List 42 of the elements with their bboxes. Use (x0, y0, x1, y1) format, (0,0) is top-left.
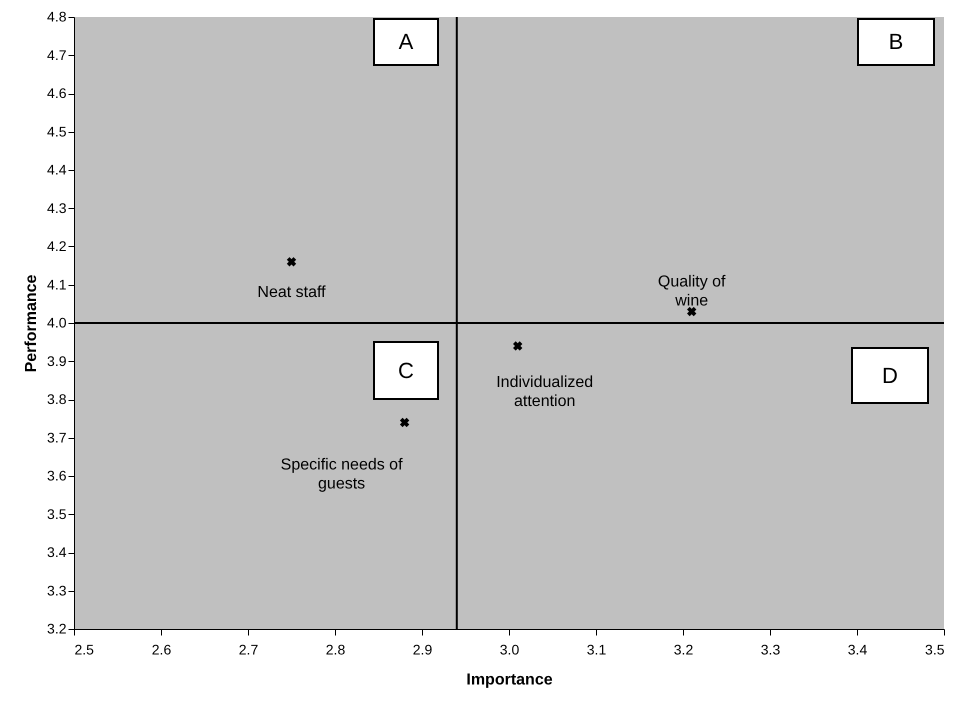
x-tick-label: 2.9 (412, 642, 432, 658)
y-tick-label: 4.0 (47, 314, 67, 330)
x-tick-label: 2.8 (326, 642, 346, 658)
quadrant-label-box: B (857, 18, 935, 66)
point (286, 257, 296, 266)
y-tick-label: 4.2 (47, 238, 67, 254)
x-tick-label: 2.5 (74, 642, 94, 658)
x-tick-label: 3.1 (586, 642, 606, 658)
point (400, 418, 410, 428)
series-label: Neat staff (257, 284, 326, 301)
y-tick-label: 3.9 (47, 352, 67, 369)
x-axis-title: Importance (466, 672, 553, 688)
y-tick-label: 4.6 (47, 85, 67, 101)
quadrant-label-box: D (851, 347, 929, 404)
x-tick-label: 3.5 (925, 642, 945, 658)
series-label: Specific needs of guests (280, 456, 404, 492)
y-axis-title: Performance (23, 274, 40, 372)
quadrant-label-box: C (373, 341, 439, 400)
y-tick-label: 4.1 (47, 276, 67, 292)
quadrant-label-box: A (373, 18, 439, 66)
y-tick-label: 3.4 (47, 544, 67, 560)
series-label: Quality of wine (658, 274, 726, 310)
y-tick-label: 4.3 (47, 200, 67, 216)
series-label: Individualized attention (496, 374, 594, 410)
y-tick-label: 4.5 (47, 123, 67, 140)
x-tick-label: 3.0 (500, 642, 520, 658)
x-tick-label: 3.4 (848, 642, 868, 658)
x-tick-label: 2.7 (238, 642, 258, 658)
y-tick-label: 3.7 (47, 429, 67, 446)
y-tick-label: 3.3 (47, 582, 67, 598)
y-tick-label: 3.5 (47, 506, 67, 522)
y-tick-label: 3.8 (47, 391, 67, 407)
x-tick-label: 3.3 (760, 642, 780, 658)
point (687, 306, 696, 316)
y-tick-label: 3.2 (47, 620, 67, 636)
point (513, 341, 522, 351)
y-tick-label: 4.7 (47, 46, 67, 63)
y-tick-label: 4.4 (47, 162, 67, 178)
y-tick-label: 3.6 (47, 468, 67, 484)
x-tick-label: 3.2 (674, 642, 694, 658)
y-tick-label: 4.8 (47, 8, 67, 24)
x-tick-label: 2.6 (152, 642, 172, 658)
